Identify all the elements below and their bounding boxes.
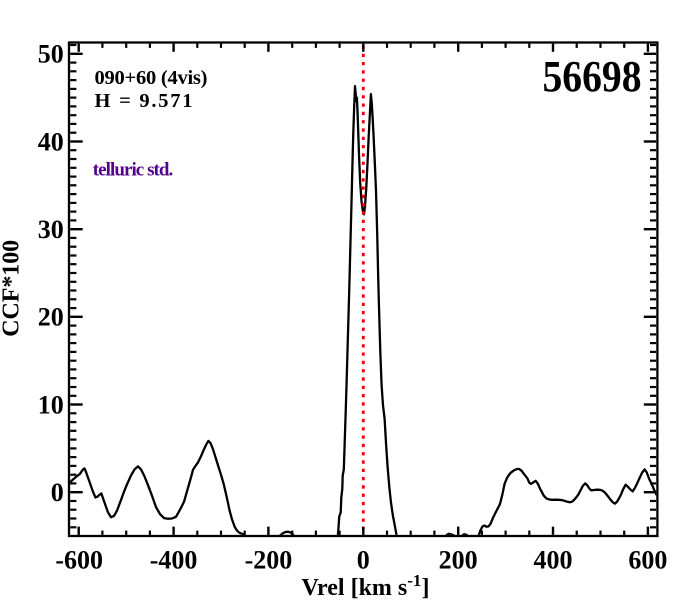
svg-text:600: 600	[628, 546, 667, 575]
svg-text:200: 200	[439, 546, 478, 575]
svg-text:-400: -400	[150, 546, 198, 575]
svg-text:10: 10	[38, 390, 64, 419]
svg-text:-200: -200	[245, 546, 293, 575]
svg-text:56698: 56698	[543, 52, 642, 101]
svg-text:CCF*100: CCF*100	[0, 240, 25, 337]
svg-text:H = 9.571: H = 9.571	[95, 90, 193, 112]
svg-text:-600: -600	[55, 546, 103, 575]
svg-text:telluric std.: telluric std.	[93, 160, 174, 181]
svg-text:50: 50	[38, 40, 64, 69]
svg-text:30: 30	[38, 215, 64, 244]
svg-text:400: 400	[534, 546, 573, 575]
svg-text:40: 40	[38, 127, 64, 156]
svg-text:0: 0	[51, 478, 64, 507]
svg-text:0: 0	[357, 546, 370, 575]
svg-text:090+60 (4vis): 090+60 (4vis)	[95, 67, 208, 89]
svg-text:20: 20	[38, 303, 64, 332]
